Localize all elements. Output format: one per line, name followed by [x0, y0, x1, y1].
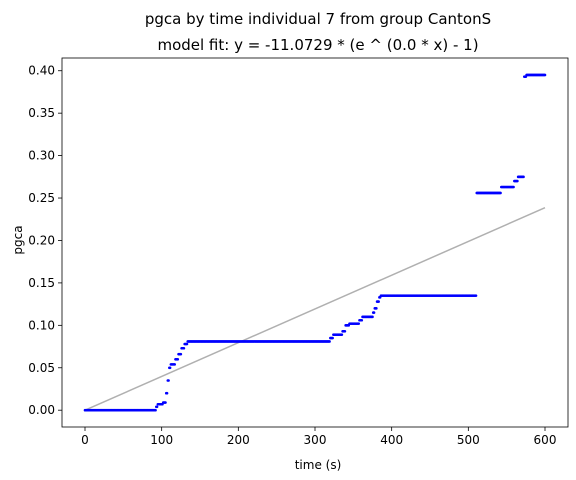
chart-subtitle: model fit: y = -11.0729 * (e ^ (0.0 * x)… — [157, 36, 478, 54]
data-point — [377, 300, 380, 303]
x-tick-label: 500 — [457, 433, 480, 447]
y-tick-label: 0.20 — [28, 233, 55, 247]
x-tick-label: 200 — [227, 433, 250, 447]
x-tick-label: 0 — [81, 433, 89, 447]
x-tick-label: 100 — [150, 433, 173, 447]
y-tick-label: 0.30 — [28, 149, 55, 163]
data-point — [179, 352, 183, 356]
y-tick-label: 0.00 — [28, 403, 55, 417]
data-point — [512, 185, 515, 189]
axes-layer: 0 100 200 300 400 500 600 0.00 0.05 0.10 0.15 0.20 0… — [28, 57, 569, 447]
data-point — [165, 391, 169, 395]
data-point — [182, 346, 186, 350]
data-point — [154, 408, 157, 412]
data-point — [167, 379, 170, 382]
data-point — [375, 307, 378, 310]
data-point — [360, 318, 364, 322]
data-point — [522, 175, 525, 179]
data-point — [343, 329, 347, 333]
data-point — [185, 342, 189, 346]
y-tick-label: 0.40 — [28, 64, 55, 78]
y-axis-label: pgca — [11, 225, 25, 254]
data-point — [168, 366, 172, 370]
data-point — [331, 336, 334, 340]
x-tick-label: 600 — [534, 433, 557, 447]
data-point — [499, 191, 502, 195]
data-point — [474, 294, 478, 297]
data-point — [173, 363, 176, 366]
data-point — [516, 179, 519, 183]
data-point — [372, 311, 376, 314]
data-point — [164, 401, 167, 404]
x-tick-label: 400 — [380, 433, 403, 447]
chart-title: pgca by time individual 7 from group Can… — [145, 10, 491, 28]
fit-line — [84, 207, 546, 411]
axes-frame — [61, 57, 569, 428]
data-point — [543, 73, 547, 77]
data-point — [371, 315, 374, 319]
data-point — [176, 357, 180, 361]
y-tick-label: 0.25 — [28, 191, 55, 205]
data-point — [340, 333, 344, 336]
x-axis-label: time (s) — [295, 458, 342, 472]
data-point — [328, 340, 331, 343]
data-points-layer — [83, 73, 547, 412]
y-tick-label: 0.10 — [28, 318, 55, 332]
y-tick-label: 0.35 — [28, 106, 55, 120]
y-tick-label: 0.15 — [28, 276, 55, 290]
x-tick-label: 300 — [304, 433, 327, 447]
data-point — [155, 405, 159, 409]
y-tick-label: 0.05 — [28, 361, 55, 375]
fit-line-layer — [84, 207, 546, 411]
data-point — [357, 322, 361, 325]
